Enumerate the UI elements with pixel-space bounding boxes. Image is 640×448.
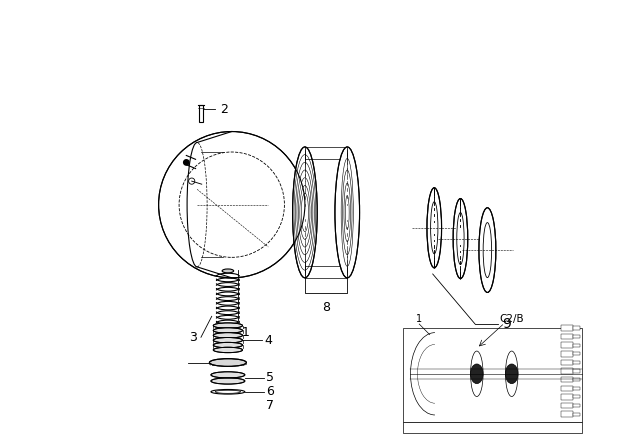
Text: C2/B: C2/B bbox=[499, 314, 524, 324]
Ellipse shape bbox=[479, 208, 496, 293]
Text: 4: 4 bbox=[264, 334, 272, 347]
Ellipse shape bbox=[427, 188, 442, 268]
Ellipse shape bbox=[159, 132, 305, 278]
Ellipse shape bbox=[213, 337, 243, 343]
Ellipse shape bbox=[211, 378, 245, 384]
Ellipse shape bbox=[506, 364, 518, 383]
Text: 2: 2 bbox=[220, 103, 228, 116]
Ellipse shape bbox=[453, 198, 468, 279]
Bar bbox=[403, 327, 582, 422]
Text: 00309277: 00309277 bbox=[451, 383, 494, 392]
Bar bbox=[561, 394, 573, 400]
Bar bbox=[573, 326, 580, 329]
Text: 5: 5 bbox=[266, 371, 275, 384]
Ellipse shape bbox=[470, 364, 483, 383]
Bar bbox=[561, 377, 573, 383]
Bar bbox=[561, 351, 573, 357]
Bar bbox=[561, 325, 573, 331]
Bar bbox=[403, 422, 582, 433]
Ellipse shape bbox=[222, 269, 234, 273]
Text: 7: 7 bbox=[266, 399, 275, 412]
Bar bbox=[561, 386, 573, 391]
Ellipse shape bbox=[211, 372, 245, 378]
Ellipse shape bbox=[213, 342, 243, 348]
Ellipse shape bbox=[213, 332, 243, 338]
Bar bbox=[573, 404, 580, 407]
Text: 1: 1 bbox=[242, 326, 250, 339]
Text: 6: 6 bbox=[266, 385, 275, 398]
Ellipse shape bbox=[506, 351, 518, 396]
Bar bbox=[573, 361, 580, 364]
Bar bbox=[573, 370, 580, 373]
Bar bbox=[561, 342, 573, 348]
Ellipse shape bbox=[213, 328, 243, 333]
Text: 8: 8 bbox=[322, 301, 330, 314]
Ellipse shape bbox=[209, 359, 246, 366]
Bar bbox=[573, 352, 580, 355]
Bar bbox=[573, 413, 580, 416]
Bar bbox=[573, 335, 580, 338]
Circle shape bbox=[184, 160, 189, 165]
Bar bbox=[561, 403, 573, 408]
Ellipse shape bbox=[292, 147, 317, 278]
Bar bbox=[573, 344, 580, 347]
Ellipse shape bbox=[335, 147, 360, 278]
Text: 3: 3 bbox=[189, 331, 197, 344]
Bar bbox=[561, 411, 573, 417]
Ellipse shape bbox=[213, 347, 243, 353]
Bar bbox=[573, 395, 580, 399]
Ellipse shape bbox=[213, 323, 243, 328]
Text: 1: 1 bbox=[416, 314, 422, 324]
Bar bbox=[561, 368, 573, 374]
Bar bbox=[573, 378, 580, 381]
Bar bbox=[561, 334, 573, 339]
Ellipse shape bbox=[470, 351, 483, 396]
Bar bbox=[198, 105, 204, 122]
Bar bbox=[561, 360, 573, 365]
Bar bbox=[573, 387, 580, 390]
Text: 9: 9 bbox=[502, 317, 511, 331]
